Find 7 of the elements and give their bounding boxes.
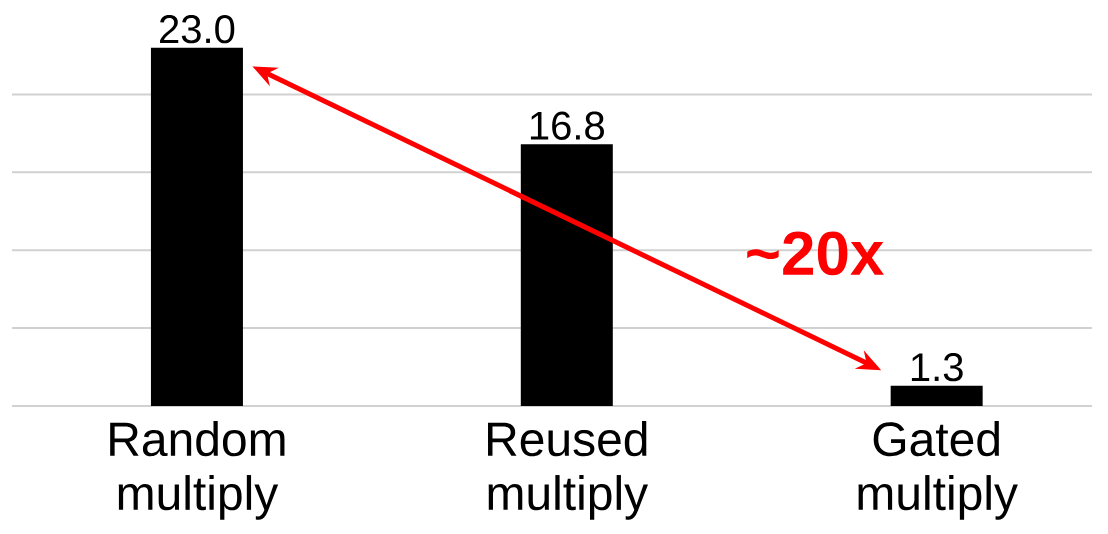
annotation: ~20x [747, 231, 884, 276]
data-label: 1.3 [911, 353, 963, 382]
x-tick-label: Reused multiply [488, 421, 649, 520]
x-tick-label: Random multiply [110, 421, 285, 520]
x-tick-label: Gated multiply [858, 421, 1018, 520]
data-label: 23.0 [160, 15, 235, 44]
data-label: 16.8 [530, 111, 604, 140]
